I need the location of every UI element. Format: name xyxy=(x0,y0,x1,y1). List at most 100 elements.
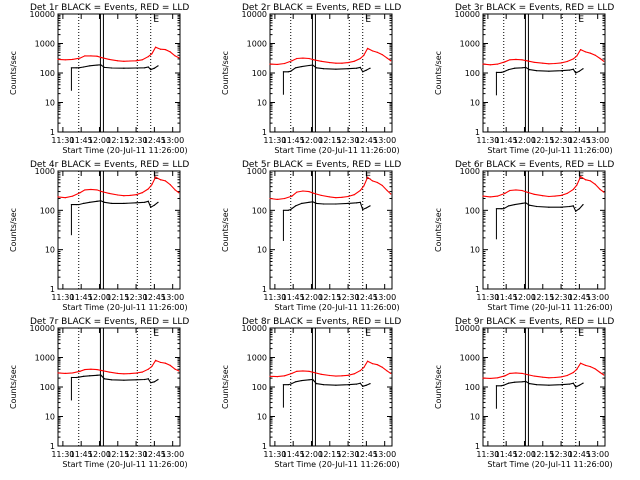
x-tick-label: 11:30 xyxy=(263,136,286,145)
data-point xyxy=(554,195,556,197)
data-point xyxy=(356,383,358,385)
data-point xyxy=(566,192,568,194)
x-tick-label: 12:30 xyxy=(550,450,573,459)
data-point xyxy=(57,196,59,198)
data-point xyxy=(390,60,392,62)
panel-det-3: Det 3r BLACK = Events, RED = LLD E 1 10 100 1… xyxy=(434,3,614,155)
x-tick-label: 12:15 xyxy=(318,450,341,459)
data-point xyxy=(57,372,59,374)
data-point xyxy=(594,368,596,370)
data-point xyxy=(144,378,146,381)
data-point xyxy=(83,66,85,68)
data-point xyxy=(157,378,159,381)
data-point xyxy=(367,360,369,362)
data-point xyxy=(308,64,310,67)
data-point xyxy=(312,64,314,66)
panel-title: Det 3r BLACK = Events, RED = LLD xyxy=(455,3,614,13)
data-point xyxy=(515,58,517,60)
y-tick-label: 100 xyxy=(465,69,480,78)
data-point xyxy=(335,375,337,377)
data-point xyxy=(566,374,568,377)
data-point xyxy=(526,373,528,376)
flag-label: E xyxy=(365,15,371,25)
x-tick-label: 11:30 xyxy=(51,293,74,302)
data-point xyxy=(347,68,349,70)
data-point xyxy=(503,71,505,73)
x-tick-label: 11:45 xyxy=(70,293,93,302)
data-point xyxy=(341,375,343,377)
y-tick-label: 10 xyxy=(257,99,267,108)
data-point xyxy=(129,60,131,62)
data-point xyxy=(353,194,355,196)
series-events xyxy=(283,201,371,211)
data-point xyxy=(335,203,337,205)
plot-frame xyxy=(482,170,606,290)
data-point xyxy=(301,65,303,68)
data-point xyxy=(89,65,91,67)
data-point xyxy=(582,203,584,206)
data-point xyxy=(594,54,596,56)
data-point xyxy=(359,57,361,60)
x-tick-label: 12:30 xyxy=(550,293,573,302)
data-point xyxy=(489,377,491,380)
panel-title: Det 1r BLACK = Events, RED = LLD xyxy=(30,3,189,13)
data-point xyxy=(572,188,574,191)
x-tick-label: 11:45 xyxy=(282,136,305,145)
data-point xyxy=(503,208,505,210)
x-tick-label: 11:45 xyxy=(70,136,93,145)
data-point xyxy=(489,64,491,66)
x-tick-label: 13:00 xyxy=(161,293,184,302)
y-tick-label: 1 xyxy=(475,128,480,137)
flag-label: E xyxy=(153,15,159,25)
data-point xyxy=(363,366,365,369)
data-point xyxy=(560,194,562,196)
data-point xyxy=(500,71,502,73)
x-tick-label: 11:45 xyxy=(495,450,518,459)
y-tick-label: 1 xyxy=(262,285,267,294)
data-point xyxy=(313,371,315,374)
data-point xyxy=(141,192,143,194)
x-tick-label: 11:45 xyxy=(282,450,305,459)
y-tick-label: 10000 xyxy=(242,10,267,19)
data-point xyxy=(100,200,102,202)
data-point xyxy=(151,53,153,55)
data-point xyxy=(295,381,297,383)
panel-det-4: Det 4r BLACK = Events, RED = LLDE1101001… xyxy=(9,160,189,312)
data-point xyxy=(584,364,587,366)
data-point xyxy=(57,58,59,60)
y-tick-label: 100 xyxy=(40,383,55,392)
data-point xyxy=(497,377,499,379)
data-point xyxy=(117,60,119,62)
series-lld xyxy=(482,48,605,66)
data-point xyxy=(365,207,367,209)
series-events xyxy=(71,200,159,208)
data-point xyxy=(153,204,155,206)
data-point xyxy=(521,202,523,205)
data-point xyxy=(589,180,591,182)
y-tick-label: 10000 xyxy=(455,10,480,19)
data-point xyxy=(569,69,571,71)
data-point xyxy=(96,368,98,371)
data-point xyxy=(521,59,523,61)
x-tick-label: 12:00 xyxy=(513,450,536,459)
data-point xyxy=(308,190,310,193)
x-tick-label: 12:30 xyxy=(337,293,360,302)
data-point xyxy=(90,368,92,370)
data-point xyxy=(576,55,578,57)
data-point xyxy=(599,371,601,374)
data-point xyxy=(72,195,74,197)
y-axis-label: Counts/sec xyxy=(9,51,18,95)
data-point xyxy=(169,364,171,366)
x-tick-label: 12:45 xyxy=(568,293,591,302)
panel-det-1: Det 1r BLACK = Events, RED = LLD E 1 10 100 1… xyxy=(9,3,189,155)
data-point xyxy=(353,373,355,375)
y-tick-label: 10000 xyxy=(30,10,55,19)
x-axis-label: Start Time (20-Jul-11 11:26:00) xyxy=(487,303,612,312)
series-events xyxy=(496,202,584,213)
data-point xyxy=(157,201,159,203)
plot-frame xyxy=(57,13,181,133)
data-point xyxy=(578,70,580,72)
data-point xyxy=(108,371,110,373)
data-point xyxy=(542,62,544,64)
data-point xyxy=(566,60,568,63)
